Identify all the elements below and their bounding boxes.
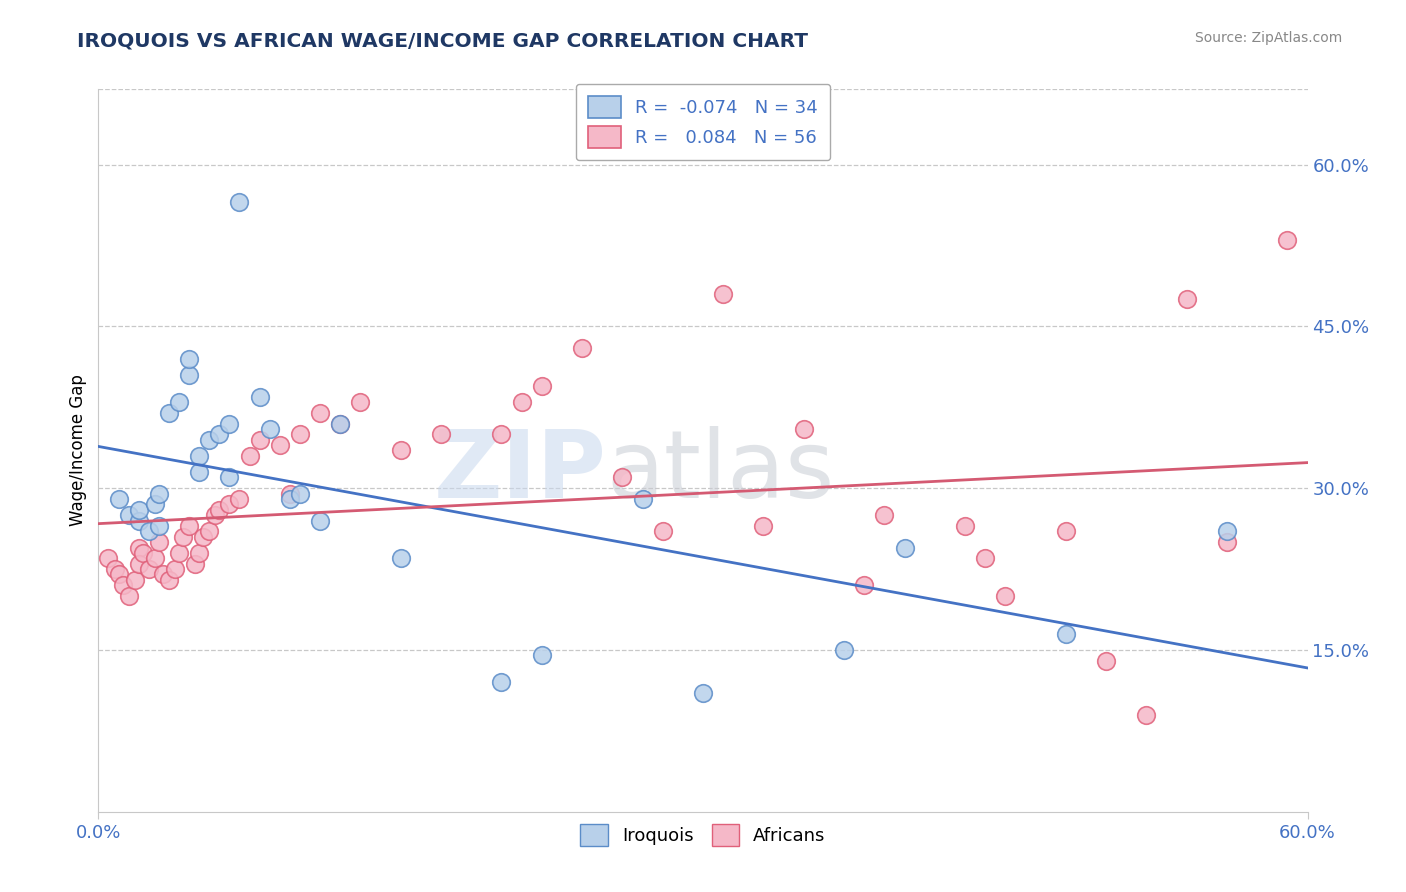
Point xyxy=(430,427,453,442)
Point xyxy=(218,497,240,511)
Text: Source: ZipAtlas.com: Source: ZipAtlas.com xyxy=(1195,31,1343,45)
Point xyxy=(124,573,146,587)
Point xyxy=(208,427,231,442)
Point xyxy=(218,470,240,484)
Point xyxy=(148,486,170,500)
Point xyxy=(163,562,186,576)
Point xyxy=(1175,293,1198,307)
Point xyxy=(349,395,371,409)
Point xyxy=(309,406,332,420)
Point xyxy=(239,449,262,463)
Point xyxy=(974,551,997,566)
Point xyxy=(172,530,194,544)
Point xyxy=(198,433,221,447)
Point xyxy=(97,551,120,566)
Point xyxy=(184,557,207,571)
Point xyxy=(118,589,141,603)
Y-axis label: Wage/Income Gap: Wage/Income Gap xyxy=(69,375,87,526)
Point xyxy=(167,395,190,409)
Point xyxy=(793,422,815,436)
Point xyxy=(111,578,134,592)
Point xyxy=(128,541,150,555)
Point xyxy=(329,417,352,431)
Point xyxy=(612,470,634,484)
Point xyxy=(228,195,250,210)
Point xyxy=(571,341,593,355)
Legend: Iroquois, Africans: Iroquois, Africans xyxy=(574,817,832,854)
Point xyxy=(138,524,160,539)
Point xyxy=(873,508,896,523)
Point xyxy=(309,514,332,528)
Point xyxy=(208,502,231,516)
Point xyxy=(651,524,673,539)
Point xyxy=(198,524,221,539)
Point xyxy=(1135,707,1157,722)
Point xyxy=(107,567,129,582)
Point xyxy=(832,643,855,657)
Point xyxy=(167,546,190,560)
Point xyxy=(1054,524,1077,539)
Point xyxy=(288,427,311,442)
Point xyxy=(143,497,166,511)
Point xyxy=(188,449,211,463)
Point xyxy=(1054,627,1077,641)
Point xyxy=(118,508,141,523)
Point xyxy=(692,686,714,700)
Point xyxy=(389,443,412,458)
Point xyxy=(530,648,553,663)
Point xyxy=(152,567,174,582)
Point xyxy=(1216,524,1239,539)
Point xyxy=(249,390,271,404)
Text: atlas: atlas xyxy=(606,426,835,518)
Point xyxy=(893,541,915,555)
Point xyxy=(157,573,180,587)
Point xyxy=(157,406,180,420)
Point xyxy=(288,486,311,500)
Point xyxy=(138,562,160,576)
Point xyxy=(711,287,734,301)
Point xyxy=(188,546,211,560)
Point xyxy=(179,368,201,382)
Point xyxy=(631,491,654,506)
Point xyxy=(491,427,513,442)
Point xyxy=(148,535,170,549)
Point xyxy=(204,508,226,523)
Point xyxy=(491,675,513,690)
Point xyxy=(188,465,211,479)
Point xyxy=(218,417,240,431)
Point xyxy=(329,417,352,431)
Point xyxy=(179,351,201,366)
Point xyxy=(1095,654,1118,668)
Point xyxy=(128,502,150,516)
Point xyxy=(853,578,876,592)
Point xyxy=(269,438,291,452)
Point xyxy=(1216,535,1239,549)
Point xyxy=(752,519,775,533)
Point xyxy=(249,433,271,447)
Point xyxy=(389,551,412,566)
Point xyxy=(148,519,170,533)
Point xyxy=(530,378,553,392)
Point xyxy=(510,395,533,409)
Point xyxy=(128,514,150,528)
Point xyxy=(103,562,125,576)
Point xyxy=(143,551,166,566)
Point xyxy=(179,519,201,533)
Point xyxy=(1277,233,1299,247)
Text: IROQUOIS VS AFRICAN WAGE/INCOME GAP CORRELATION CHART: IROQUOIS VS AFRICAN WAGE/INCOME GAP CORR… xyxy=(77,31,808,50)
Point xyxy=(278,486,301,500)
Point xyxy=(994,589,1017,603)
Point xyxy=(193,530,215,544)
Point xyxy=(259,422,281,436)
Point xyxy=(128,557,150,571)
Text: ZIP: ZIP xyxy=(433,426,606,518)
Point xyxy=(953,519,976,533)
Point xyxy=(228,491,250,506)
Point xyxy=(107,491,129,506)
Point xyxy=(278,491,301,506)
Point xyxy=(132,546,155,560)
